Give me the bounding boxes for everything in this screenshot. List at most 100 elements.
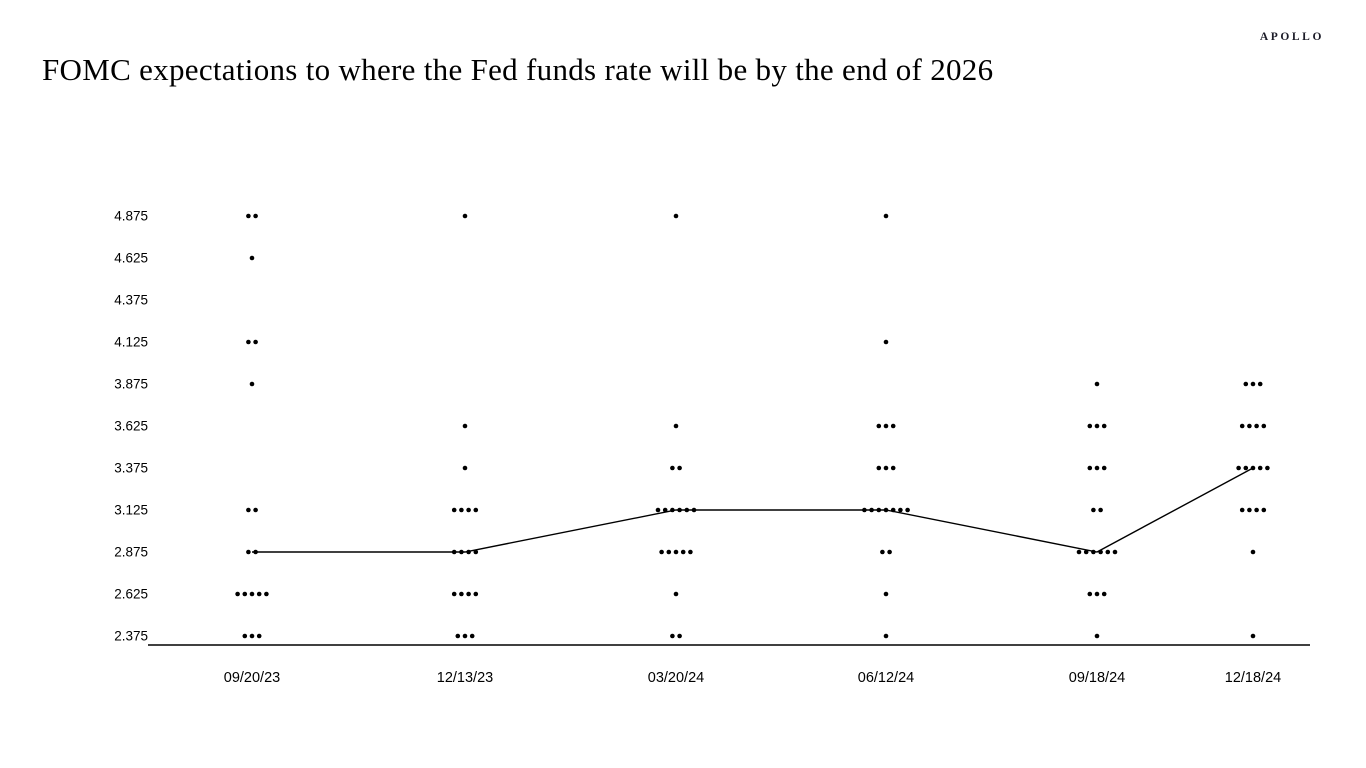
dot <box>883 633 889 639</box>
y-axis-label: 4.625 <box>114 251 148 266</box>
dot <box>1236 465 1241 471</box>
dot <box>883 339 889 345</box>
dot <box>1087 423 1093 429</box>
x-axis-label: 12/18/24 <box>1225 670 1281 686</box>
y-axis-label: 3.625 <box>114 419 148 434</box>
x-axis-label: 09/20/23 <box>224 670 280 686</box>
y-axis-label: 4.875 <box>114 209 148 224</box>
dot <box>1243 381 1249 387</box>
dot <box>249 255 255 261</box>
dot <box>677 465 682 471</box>
dot <box>469 633 475 639</box>
dot <box>1254 507 1259 513</box>
dot <box>1239 507 1245 513</box>
dot <box>246 339 251 345</box>
dot-column <box>1236 381 1270 639</box>
dot <box>451 591 457 597</box>
dot <box>1094 381 1100 387</box>
y-axis-label: 2.875 <box>114 545 148 560</box>
dot <box>876 423 882 429</box>
dot <box>1250 549 1256 555</box>
y-axis-label: 2.625 <box>114 587 148 602</box>
dot <box>1091 507 1096 513</box>
dot <box>890 465 896 471</box>
dot <box>898 507 903 513</box>
x-axis-label: 03/20/24 <box>648 670 704 686</box>
dot <box>455 633 461 639</box>
dot <box>246 213 251 219</box>
dot <box>673 591 679 597</box>
x-axis-label: 09/18/24 <box>1069 670 1125 686</box>
dot <box>1101 423 1107 429</box>
dot <box>1101 465 1107 471</box>
dot <box>1247 507 1252 513</box>
dot <box>1112 549 1118 555</box>
dot <box>659 549 664 555</box>
dot <box>1094 633 1100 639</box>
dot <box>655 507 661 513</box>
dot-column <box>655 213 697 639</box>
dot <box>670 465 675 471</box>
y-axis-label: 3.125 <box>114 503 148 518</box>
dot <box>1087 591 1093 597</box>
dot <box>466 591 471 597</box>
dot <box>1261 507 1267 513</box>
dot <box>1257 465 1263 471</box>
dot <box>253 213 258 219</box>
dot <box>883 213 889 219</box>
dot <box>673 549 679 555</box>
dot <box>1254 423 1259 429</box>
dot <box>1243 465 1249 471</box>
y-axis-label: 3.875 <box>114 377 148 392</box>
dot <box>905 507 910 513</box>
dot <box>264 591 269 597</box>
dot <box>1239 423 1245 429</box>
dot <box>887 549 892 555</box>
dot <box>246 507 251 513</box>
dot <box>1076 549 1082 555</box>
dot <box>883 591 889 597</box>
y-axis-label: 4.125 <box>114 335 148 350</box>
dot <box>473 549 479 555</box>
dot <box>890 423 896 429</box>
dot <box>876 465 882 471</box>
dot <box>883 465 889 471</box>
dot <box>462 423 468 429</box>
dot <box>1265 465 1270 471</box>
dot <box>1094 591 1100 597</box>
dot <box>462 633 468 639</box>
dot <box>1250 381 1256 387</box>
dot <box>1250 633 1256 639</box>
dot-column <box>451 213 479 639</box>
dot <box>673 213 679 219</box>
dot <box>249 633 255 639</box>
median-line <box>252 467 1254 553</box>
dot <box>462 213 468 219</box>
dot <box>242 591 248 597</box>
dot-column <box>862 213 910 639</box>
dot <box>249 381 255 387</box>
dot <box>666 549 672 555</box>
apollo-logo: APOLLO <box>1259 31 1324 43</box>
dot <box>451 507 457 513</box>
dot <box>1098 507 1103 513</box>
dot <box>680 549 686 555</box>
dot <box>473 591 479 597</box>
dot <box>466 507 471 513</box>
dot <box>1094 423 1100 429</box>
dot <box>256 633 262 639</box>
dot <box>1087 465 1093 471</box>
y-axis-label: 2.375 <box>114 629 148 644</box>
y-axis-label: 4.375 <box>114 293 148 308</box>
dot <box>235 591 240 597</box>
dot <box>673 423 679 429</box>
dot <box>1083 549 1089 555</box>
dot <box>688 549 693 555</box>
dot <box>1247 423 1252 429</box>
dot-column <box>1076 381 1118 639</box>
dot <box>1261 423 1267 429</box>
x-axis-label: 12/13/23 <box>437 670 493 686</box>
dot <box>662 507 668 513</box>
